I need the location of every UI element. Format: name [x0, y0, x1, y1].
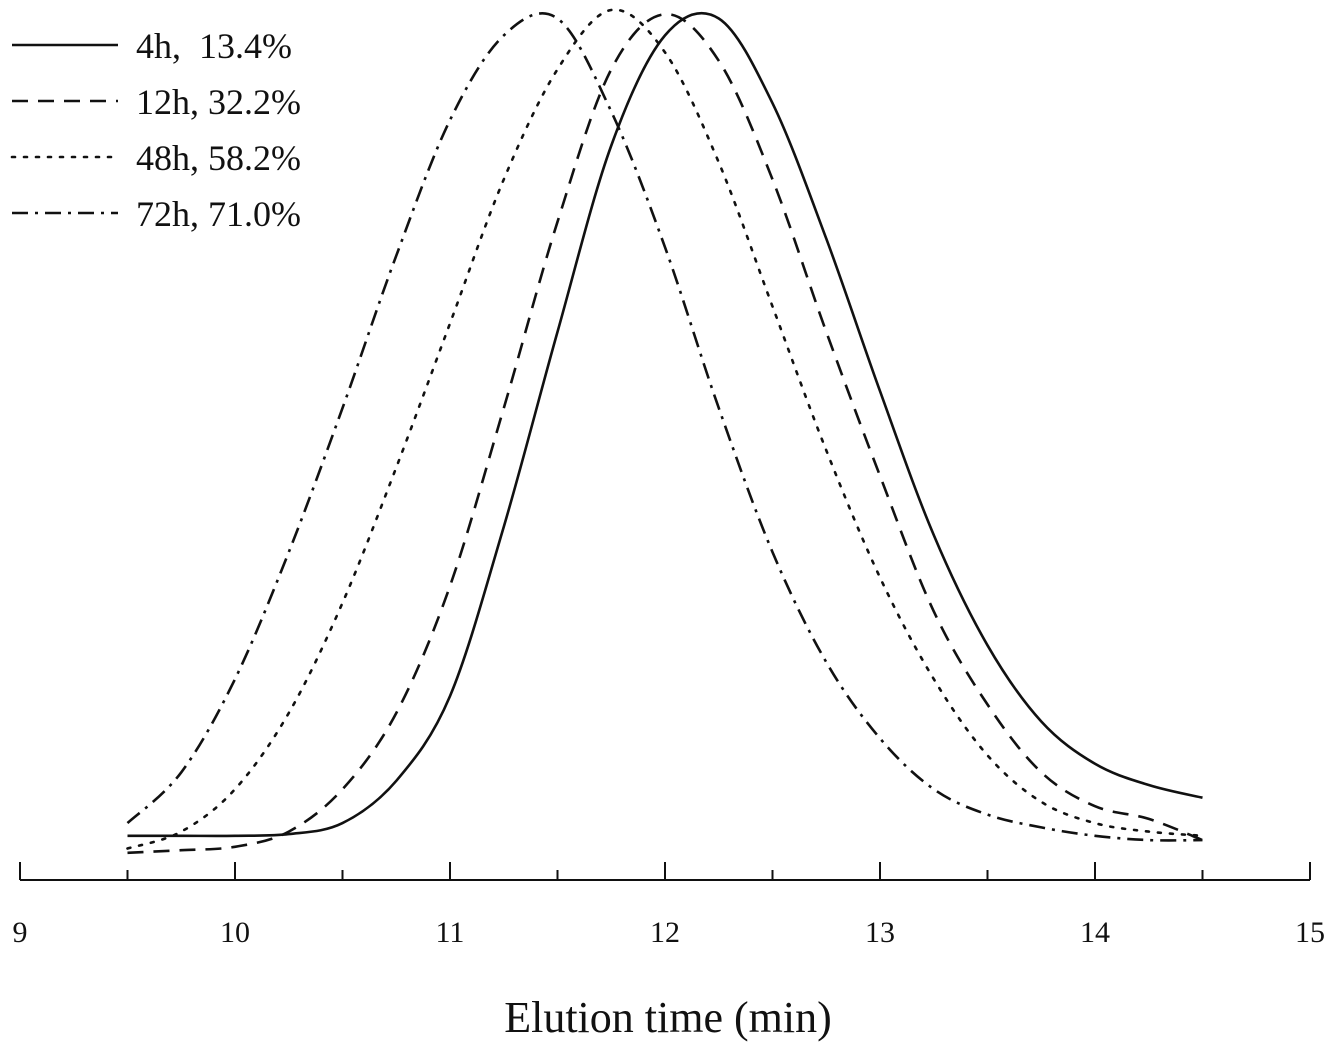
- plot-lines: [126, 8, 1204, 855]
- legend-label-4: 72h, 71.0%: [136, 194, 301, 234]
- series-line-4: [126, 12, 1203, 842]
- x-tick-label: 11: [436, 916, 465, 949]
- x-tick-label: 12: [650, 916, 680, 949]
- legend-label-3: 48h, 58.2%: [136, 138, 301, 178]
- legend-label-1: 4h, 13.4%: [136, 26, 292, 66]
- x-tick-label: 14: [1080, 916, 1110, 949]
- legend: 4h, 13.4% 12h, 32.2% 48h, 58.2% 72h, 71.0%: [10, 26, 301, 234]
- x-tick-label: 13: [865, 916, 895, 949]
- x-tick-label: 15: [1295, 916, 1325, 949]
- series-line-2: [127, 12, 1203, 855]
- series-line-3: [126, 8, 1204, 850]
- legend-label-2: 12h, 32.2%: [136, 82, 301, 122]
- series-line-1: [127, 11, 1203, 838]
- x-axis-title: Elution time (min): [504, 993, 832, 1042]
- x-tick-label: 9: [13, 916, 28, 949]
- x-tick-label: 10: [220, 916, 250, 949]
- x-axis: 9 10 11 12 13 14 15: [13, 862, 1325, 949]
